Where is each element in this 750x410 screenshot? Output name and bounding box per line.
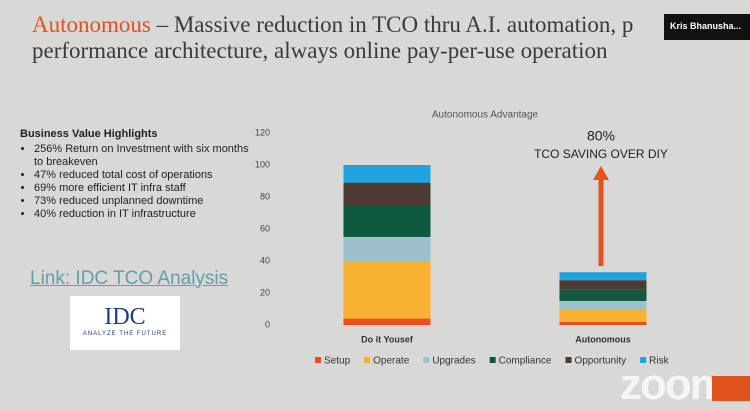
highlight-item: 73% reduced unplanned downtime (34, 195, 249, 208)
legend-swatch (489, 357, 496, 363)
bar-segment (343, 261, 431, 319)
title-line: performance architecture, always online … (32, 38, 608, 63)
logo-tagline: ANALYZE THE FUTURE (82, 331, 168, 337)
annotation-value: 80% (587, 128, 615, 144)
title-highlight: Autonomous (32, 12, 151, 37)
bar-segment (343, 182, 431, 205)
title-text: – Massive reduction in TCO thru A.I. aut… (150, 12, 634, 37)
highlights-heading: Business Value Highlights (20, 128, 158, 140)
bar-segment (559, 272, 647, 281)
legend-label: Operate (373, 356, 410, 367)
legend-label: Setup (324, 356, 351, 367)
corner-tab (712, 376, 750, 401)
annotation-text: TCO SAVING OVER DIY (534, 147, 668, 161)
legend-label: Upgrades (432, 356, 475, 367)
legend-swatch (423, 357, 430, 363)
highlights-list: 256% Return on Investment with six month… (20, 143, 249, 221)
logo-text: IDC (104, 304, 146, 330)
highlight-item: 47% reduced total cost of operations (34, 169, 249, 182)
y-tick-label: 100 (255, 159, 270, 169)
y-tick-label: 40 (260, 255, 270, 265)
chart-title: Autonomous Advantage (432, 110, 539, 121)
participant-name: Kris Bhanusha... (670, 21, 742, 31)
legend-swatch (364, 357, 371, 363)
video-thumbnail[interactable]: Kris Bhanusha... (664, 14, 750, 40)
page: {"slide": { "title_highlight": "Autonomo… (0, 0, 750, 401)
x-tick-label: Do it Yousef (361, 334, 414, 344)
bar-segment (343, 205, 431, 237)
idc-logo: IDC ANALYZE THE FUTURE (70, 296, 180, 350)
legend-swatch (565, 357, 572, 363)
y-tick-label: 20 (260, 287, 270, 297)
bar-segment (559, 301, 647, 309)
y-tick-label: 120 (255, 127, 270, 137)
highlight-item: 40% reduction in IT infrastructure (34, 208, 249, 221)
bar-segment (559, 309, 647, 322)
highlight-item: 256% Return on Investment with six month… (34, 143, 249, 169)
legend-label: Risk (649, 356, 669, 367)
legend-label: Opportunity (574, 356, 626, 367)
y-tick-label: 0 (265, 319, 270, 329)
bar-segment (343, 318, 431, 325)
highlight-item: 69% more efficient IT infra staff (34, 182, 249, 195)
slide-title: Autonomous – Massive reduction in TCO th… (32, 12, 732, 64)
legend-swatch (315, 357, 321, 363)
link[interactable]: Link: IDC TCO Analysis (30, 268, 229, 289)
arrow-head (593, 166, 609, 180)
bar-segment (559, 321, 647, 325)
bar-segment (559, 280, 647, 290)
chart: Autonomous Advantage 80% TCO SAVING OVER… (255, 110, 670, 367)
bar-segment (343, 165, 431, 183)
legend-label: Compliance (499, 356, 552, 367)
bar-segment (559, 289, 647, 301)
x-tick-label: Autonomous (575, 334, 631, 344)
highlights: Business Value Highlights 256% Return on… (20, 128, 249, 221)
bar-segment (343, 237, 431, 261)
y-tick-label: 80 (260, 191, 270, 201)
y-tick-label: 60 (260, 223, 270, 233)
legend-swatch (640, 357, 647, 363)
zoom-logo: zoom (620, 360, 729, 409)
